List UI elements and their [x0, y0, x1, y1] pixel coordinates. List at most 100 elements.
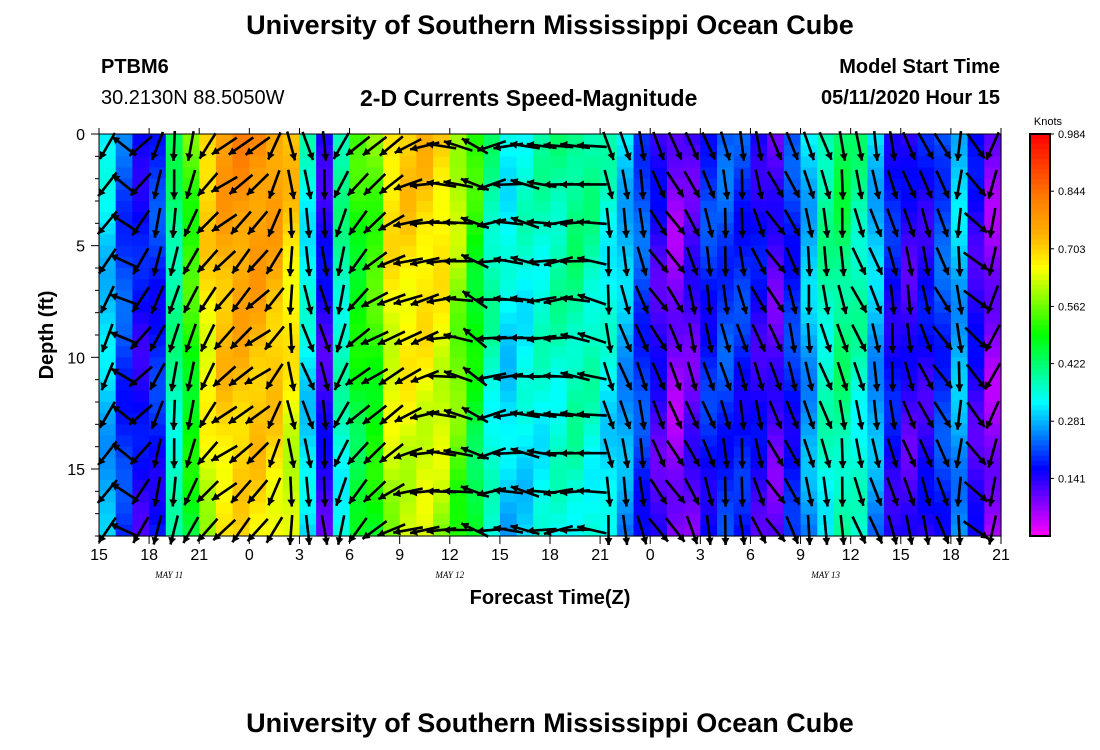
heatmap-cell [366, 234, 384, 247]
current-arrow [510, 447, 540, 459]
arrow-head [510, 255, 519, 263]
heatmap-cell [967, 435, 985, 448]
arrow-head [379, 148, 388, 156]
current-arrow [917, 362, 935, 391]
arrow-head [287, 345, 296, 353]
heatmap-cell [666, 201, 685, 213]
heatmap-cell [934, 279, 952, 291]
heatmap-cell [583, 301, 601, 314]
arrow-head [322, 383, 331, 391]
heatmap-cell [850, 268, 868, 280]
current-arrow [346, 441, 370, 466]
arrow-head [361, 299, 370, 307]
heatmap-cell [616, 435, 635, 448]
heatmap-cell [616, 323, 635, 336]
heatmap-cell [332, 424, 351, 437]
heatmap-cell [215, 480, 234, 492]
arrow-head [335, 537, 344, 545]
arrow-head [955, 269, 964, 277]
heatmap-cell [483, 145, 501, 157]
heatmap-cell [616, 145, 635, 157]
heatmap-cell [416, 212, 434, 224]
arrow-head [622, 268, 631, 277]
colorbar-segment [1030, 375, 1050, 381]
heatmap-cell [416, 145, 434, 157]
heatmap-cell [900, 234, 919, 247]
heatmap-cell [666, 223, 685, 236]
arrow-head [856, 421, 865, 430]
heatmap-cell [783, 457, 802, 470]
heatmap-cell [349, 402, 367, 414]
arrow-head [944, 341, 952, 350]
heatmap-cell [115, 346, 133, 358]
heatmap-cell [900, 167, 919, 180]
heatmap-cell [566, 335, 584, 347]
arrow-head [151, 536, 160, 545]
heatmap-cell [366, 435, 384, 448]
heatmap-cell [115, 234, 133, 247]
heatmap-cell [733, 502, 752, 515]
arrow-head [639, 230, 647, 238]
heatmap-cell [149, 435, 167, 448]
arrow-head [607, 382, 615, 391]
current-arrow [603, 438, 615, 469]
arrow-head [622, 460, 631, 468]
arrow-head [493, 412, 501, 420]
heatmap-cell [633, 290, 651, 303]
current-arrow [935, 515, 950, 545]
heatmap-cell [583, 312, 601, 325]
heatmap-cell [967, 424, 985, 437]
heatmap-cell [917, 323, 935, 336]
heatmap-cell [700, 134, 718, 146]
current-arrow [818, 362, 833, 391]
heatmap-cell [917, 480, 935, 492]
heatmap-cell [249, 234, 267, 247]
heatmap-cell [516, 189, 534, 202]
heatmap-cell [900, 402, 919, 414]
heatmap-cell [984, 234, 1002, 247]
current-arrow [621, 246, 631, 277]
arrow-head [822, 230, 831, 238]
heatmap-cell [382, 469, 401, 481]
heatmap-cell [366, 413, 384, 425]
current-arrow [320, 207, 329, 238]
heatmap-cell [332, 279, 351, 291]
heatmap-cell [733, 201, 752, 213]
heatmap-cell [967, 469, 985, 481]
current-arrow [683, 477, 701, 506]
heatmap-cell [266, 245, 284, 258]
heatmap-cell [650, 212, 668, 224]
arrow-head [822, 268, 831, 277]
arrow-head [641, 305, 649, 314]
current-arrow [131, 478, 151, 505]
heatmap-cell [466, 312, 484, 325]
heatmap-cell [366, 323, 384, 336]
heatmap-cell [232, 290, 250, 303]
arrow-head [232, 265, 240, 274]
heatmap-cell [282, 357, 301, 370]
heatmap-cell [182, 424, 200, 437]
arrow-head [943, 150, 951, 159]
heatmap-cell [884, 312, 902, 325]
heatmap-cell [533, 256, 551, 269]
current-arrow [443, 487, 474, 496]
current-arrow [476, 408, 507, 422]
heatmap-cell [483, 234, 501, 247]
heatmap-cell [399, 491, 417, 504]
arrow-head [659, 342, 667, 351]
heatmap-cell [483, 469, 501, 481]
heatmap-cell [550, 323, 568, 336]
x-date-label: MAY 11 [154, 570, 183, 580]
heatmap-cell [767, 323, 785, 336]
heatmap-cell [533, 335, 551, 347]
heatmap-cell [115, 469, 133, 481]
heatmap-cell [550, 256, 568, 269]
current-arrow [320, 476, 329, 507]
heatmap-cell [850, 491, 868, 504]
heatmap-cell [833, 312, 852, 325]
arrow-head [806, 498, 815, 507]
heatmap-cell [249, 167, 267, 180]
arrow-head [792, 189, 800, 198]
arrow-head [723, 152, 732, 161]
heatmap-cell [332, 357, 351, 370]
